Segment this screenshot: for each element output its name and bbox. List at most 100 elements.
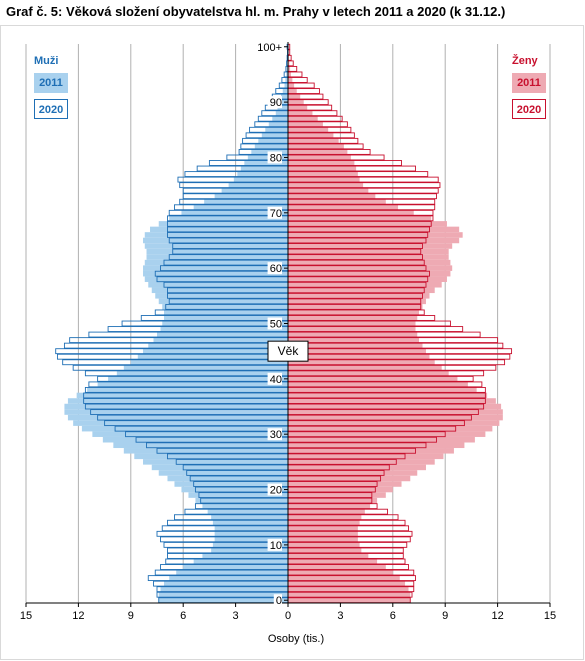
bar-male-2011 xyxy=(214,536,288,543)
bar-male-2011 xyxy=(113,442,288,449)
bar-female-2011 xyxy=(288,459,435,465)
y-tick-label: 90 xyxy=(270,97,282,109)
legend-female: Ženy 2011 2020 xyxy=(512,55,546,119)
bar-male-2011 xyxy=(193,204,288,211)
legend-female-2020: 2020 xyxy=(512,99,546,119)
bar-female-2011 xyxy=(288,270,451,277)
bar-female-2011 xyxy=(288,376,458,382)
bar-female-2011 xyxy=(288,110,313,116)
bar-female-2011 xyxy=(288,143,344,150)
bar-female-2011 xyxy=(288,398,496,404)
y-axis-label: Věk xyxy=(278,344,300,358)
bar-male-2011 xyxy=(64,403,288,410)
bar-male-2011 xyxy=(144,232,288,238)
bar-male-2011 xyxy=(130,359,288,366)
bar-female-2011 xyxy=(288,71,291,78)
bar-male-2011 xyxy=(277,104,288,111)
y-tick-label-bg xyxy=(267,428,282,441)
bar-male-2011 xyxy=(144,259,288,266)
bar-female-2011 xyxy=(288,337,419,343)
bar-female-2011 xyxy=(288,353,430,360)
bar-female-2011 xyxy=(288,475,411,482)
bar-male-2011 xyxy=(150,226,288,233)
bar-female-2011 xyxy=(288,542,360,548)
bar-male-2011 xyxy=(212,519,288,526)
x-tick-label: 15 xyxy=(20,610,32,622)
legend-female-2011: 2011 xyxy=(512,73,546,93)
bar-male-2011 xyxy=(146,254,288,260)
bar-male-2011 xyxy=(144,276,288,282)
bar-female-2011 xyxy=(288,436,475,443)
bar-female-2011 xyxy=(288,132,334,139)
y-tick-label: 60 xyxy=(270,263,282,275)
bar-male-2011 xyxy=(174,481,288,487)
legend-male-2020: 2020 xyxy=(34,99,68,119)
bar-male-2011 xyxy=(158,591,288,598)
bar-female-2011 xyxy=(288,586,409,592)
bar-male-2011 xyxy=(285,77,288,83)
bar-male-2011 xyxy=(148,281,288,288)
bar-male-2011 xyxy=(153,337,288,343)
y-tick-label: 50 xyxy=(270,319,282,331)
bar-female-2011 xyxy=(288,193,376,199)
x-tick-label: 3 xyxy=(233,610,239,622)
bar-female-2011 xyxy=(288,597,411,603)
bar-female-2011 xyxy=(288,536,358,543)
bar-female-2011 xyxy=(288,237,460,244)
bar-female-2011 xyxy=(288,525,358,532)
bar-male-2011 xyxy=(137,353,288,360)
bar-male-2011 xyxy=(176,569,288,576)
bar-male-2011 xyxy=(169,575,288,581)
bar-male-2011 xyxy=(64,409,288,415)
bar-female-2011 xyxy=(288,547,362,554)
bar-male-2011 xyxy=(158,597,288,603)
bar-male-2011 xyxy=(158,298,288,305)
bar-male-2011 xyxy=(144,243,288,249)
bar-female-2011 xyxy=(288,127,329,133)
bar-female-2011 xyxy=(288,425,493,432)
bar-male-2011 xyxy=(261,132,288,139)
bar-female-2011 xyxy=(288,453,444,460)
bar-female-2011 xyxy=(288,481,402,487)
bar-male-2011 xyxy=(202,503,288,509)
bar-male-2011 xyxy=(123,365,289,371)
bar-male-2011 xyxy=(76,392,288,399)
y-tick-label: 0 xyxy=(276,595,282,607)
bar-female-2011 xyxy=(288,365,442,371)
bar-male-2011 xyxy=(228,182,288,188)
y-tick-label-bg xyxy=(267,538,282,551)
bar-male-2011 xyxy=(162,304,288,310)
x-tick-label: 3 xyxy=(337,610,343,622)
bar-female-2011 xyxy=(288,331,418,338)
x-tick-label: 9 xyxy=(128,610,134,622)
bar-female-2011 xyxy=(288,486,393,493)
bar-male-2011 xyxy=(167,475,288,482)
bar-male-2011 xyxy=(163,580,288,587)
bar-male-2011 xyxy=(265,127,288,133)
bar-male-2011 xyxy=(181,486,288,493)
bar-female-2011 xyxy=(288,342,423,349)
bar-female-2011 xyxy=(288,198,386,205)
bar-female-2011 xyxy=(288,77,293,83)
bar-male-2011 xyxy=(211,514,288,520)
bar-female-2011 xyxy=(288,580,406,587)
bar-female-2011 xyxy=(288,276,447,282)
bar-male-2011 xyxy=(116,370,289,377)
bar-female-2011 xyxy=(288,248,449,255)
bar-male-2011 xyxy=(254,143,288,150)
bar-male-2011 xyxy=(204,198,288,205)
bar-male-2011 xyxy=(195,497,288,504)
legend-male: Muži 2011 2020 xyxy=(34,55,68,119)
bar-female-2011 xyxy=(288,503,371,509)
bar-male-2011 xyxy=(268,121,288,128)
bar-female-2011 xyxy=(288,138,339,144)
bar-male-2011 xyxy=(193,558,288,565)
bar-female-2011 xyxy=(288,553,369,559)
bar-male-2011 xyxy=(158,470,288,476)
x-tick-label: 6 xyxy=(180,610,186,622)
bar-female-2011 xyxy=(288,160,355,166)
y-tick-label-bg xyxy=(267,483,282,496)
bar-male-2011 xyxy=(286,71,288,78)
bar-female-2011 xyxy=(288,403,502,410)
bar-female-2011 xyxy=(288,320,416,327)
